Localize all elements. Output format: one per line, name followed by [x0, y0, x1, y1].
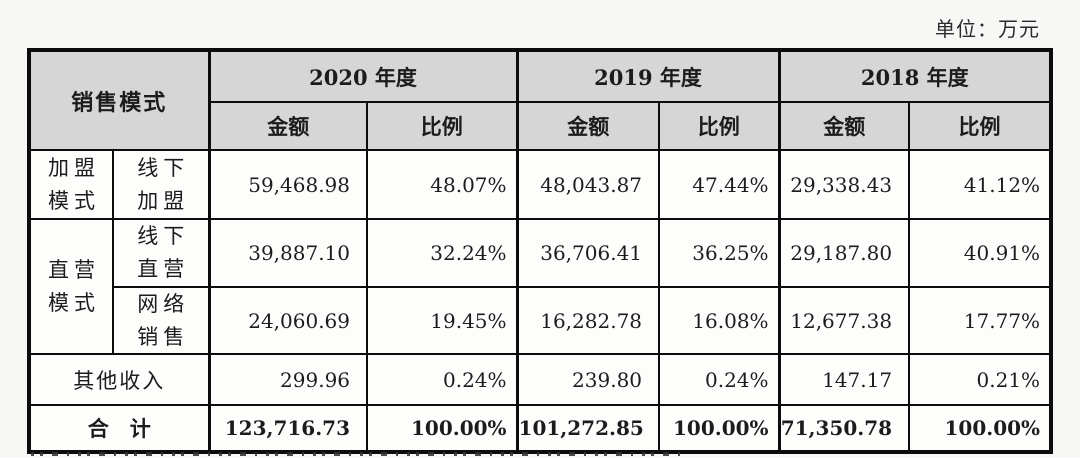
total-ratio-cell: 100.00% [908, 404, 1053, 454]
unit-label: 单位：万元 [935, 17, 1040, 41]
clipped-footnote-text [31, 452, 686, 456]
ratio-cell: 0.24% [366, 353, 519, 407]
amount-cell: 29,338.43 [777, 149, 911, 220]
header-year-2019: 2019 年度 [515, 49, 781, 103]
channel-label-offline-direct: 线下 直营 [111, 218, 211, 288]
ratio-cell: 47.44% [658, 149, 781, 220]
header-ratio-2019: 比例 [658, 101, 781, 151]
header-amount-2020: 金额 [207, 101, 369, 151]
total-ratio-cell: 100.00% [658, 404, 781, 454]
amount-cell: 239.80 [515, 353, 661, 407]
group-label-franchise-mode: 加盟 模式 [28, 149, 114, 220]
ratio-cell: 0.24% [658, 353, 781, 407]
header-amount-2018: 金额 [777, 101, 911, 151]
amount-cell: 36,706.41 [515, 218, 661, 288]
label-total: 合 计 [27, 404, 211, 454]
amount-cell: 59,468.98 [207, 149, 369, 220]
header-ratio-2020: 比例 [366, 101, 519, 151]
row-other-income: 其他收入 299.96 0.24% 239.80 0.24% 147.17 0.… [27, 353, 1053, 407]
ratio-cell: 48.07% [366, 149, 519, 220]
row-total: 合 计 123,716.73 100.00% 101,272.85 100.00… [27, 404, 1053, 454]
amount-cell: 39,887.10 [207, 218, 369, 288]
header-year-2020: 2020 年度 [207, 49, 519, 103]
header-sales-mode: 销售模式 [27, 49, 211, 151]
amount-cell: 16,282.78 [515, 285, 661, 356]
header-amount-2019: 金额 [515, 101, 661, 151]
group-label-direct-mode: 直营 模式 [28, 217, 114, 356]
channel-label-online-sales: 网络 销售 [111, 285, 211, 356]
total-amount-cell: 71,350.78 [777, 404, 911, 454]
ratio-cell: 16.08% [658, 285, 781, 356]
total-amount-cell: 101,272.85 [515, 404, 661, 454]
row-franchise-offline: 加盟 模式 线下 加盟 59,468.98 48.07% 48,043.87 4… [28, 149, 1053, 220]
label-other-income: 其他收入 [27, 353, 211, 407]
amount-cell: 147.17 [777, 353, 911, 407]
channel-label-offline-franchise: 线下 加盟 [111, 149, 211, 220]
sales-mode-revenue-table: 销售模式 2020 年度 2019 年度 2018 年度 金额 比例 金额 比例… [27, 48, 1054, 455]
amount-cell: 12,677.38 [777, 285, 911, 356]
row-online-sales: 网络 销售 24,060.69 19.45% 16,282.78 16.08% … [29, 285, 1053, 356]
total-amount-cell: 123,716.73 [207, 404, 369, 454]
ratio-cell: 0.21% [908, 353, 1053, 407]
header-row-measures: 金额 比例 金额 比例 金额 比例 [29, 101, 1053, 151]
ratio-cell: 19.45% [366, 285, 519, 356]
total-ratio-cell: 100.00% [366, 404, 519, 454]
header-row-years: 销售模式 2020 年度 2019 年度 2018 年度 [27, 49, 1053, 151]
amount-cell: 299.96 [207, 353, 369, 407]
header-year-2018: 2018 年度 [777, 49, 1053, 103]
amount-cell: 48,043.87 [515, 149, 661, 220]
amount-cell: 24,060.69 [207, 285, 369, 356]
header-ratio-2018: 比例 [908, 101, 1053, 151]
amount-cell: 29,187.80 [777, 218, 911, 288]
ratio-cell: 17.77% [908, 285, 1053, 356]
ratio-cell: 41.12% [908, 149, 1053, 220]
ratio-cell: 32.24% [366, 218, 519, 288]
ratio-cell: 40.91% [908, 218, 1053, 288]
row-direct-offline: 直营 模式 线下 直营 39,887.10 32.24% 36,706.41 3… [28, 217, 1053, 356]
ratio-cell: 36.25% [658, 218, 781, 288]
